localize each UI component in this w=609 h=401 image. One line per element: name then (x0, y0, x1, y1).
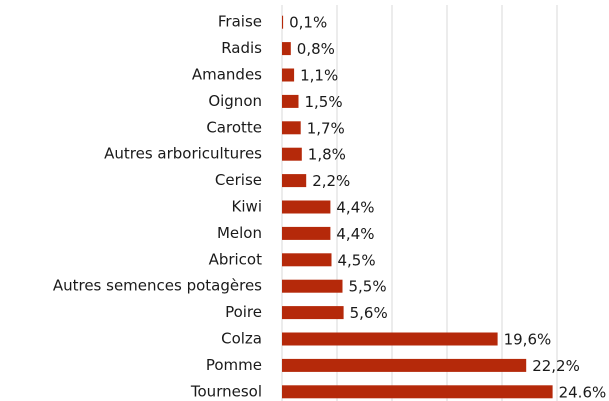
value-label: 1,1% (300, 67, 338, 85)
bar (282, 15, 284, 29)
category-label: Amandes (192, 66, 262, 84)
category-label: Colza (221, 330, 262, 348)
category-label: Tournesol (190, 382, 262, 400)
value-label: 5,6% (350, 304, 388, 322)
category-label: Pomme (206, 356, 262, 374)
value-label: 1,8% (308, 146, 346, 164)
category-label: Poire (225, 303, 262, 321)
bar (282, 121, 301, 135)
value-label: 19,6% (504, 331, 552, 349)
bar (282, 94, 299, 108)
value-label: 2,2% (312, 172, 350, 190)
category-label: Oignon (208, 92, 262, 110)
category-label: Autres semences potagères (53, 277, 262, 295)
value-label: 0,1% (289, 14, 327, 32)
bar (282, 358, 527, 372)
category-label: Melon (217, 224, 262, 242)
value-label: 0,8% (297, 40, 335, 58)
category-label: Cerise (215, 171, 262, 189)
value-label: 1,7% (307, 119, 345, 137)
bar (282, 253, 332, 267)
value-label: 4,4% (336, 225, 374, 243)
bar (282, 200, 331, 214)
value-label: 24.6% (559, 383, 607, 401)
category-label: Fraise (218, 13, 262, 31)
bar (282, 42, 291, 56)
bar (282, 226, 331, 240)
value-label: 1,5% (305, 93, 343, 111)
value-label: 4,5% (338, 251, 376, 269)
value-label: 4,4% (336, 199, 374, 217)
value-label: 5,5% (349, 278, 387, 296)
bar (282, 332, 498, 346)
bar (282, 147, 302, 161)
bar (282, 279, 343, 293)
value-label: 22,2% (532, 357, 580, 375)
category-label: Carotte (206, 118, 262, 136)
category-label: Autres arboricultures (104, 145, 262, 163)
bar (282, 385, 553, 399)
category-label: Abricot (209, 250, 263, 268)
bar (282, 306, 344, 320)
bar (282, 174, 307, 188)
bar (282, 68, 295, 82)
category-label: Radis (221, 39, 262, 57)
category-label: Kiwi (232, 198, 262, 216)
